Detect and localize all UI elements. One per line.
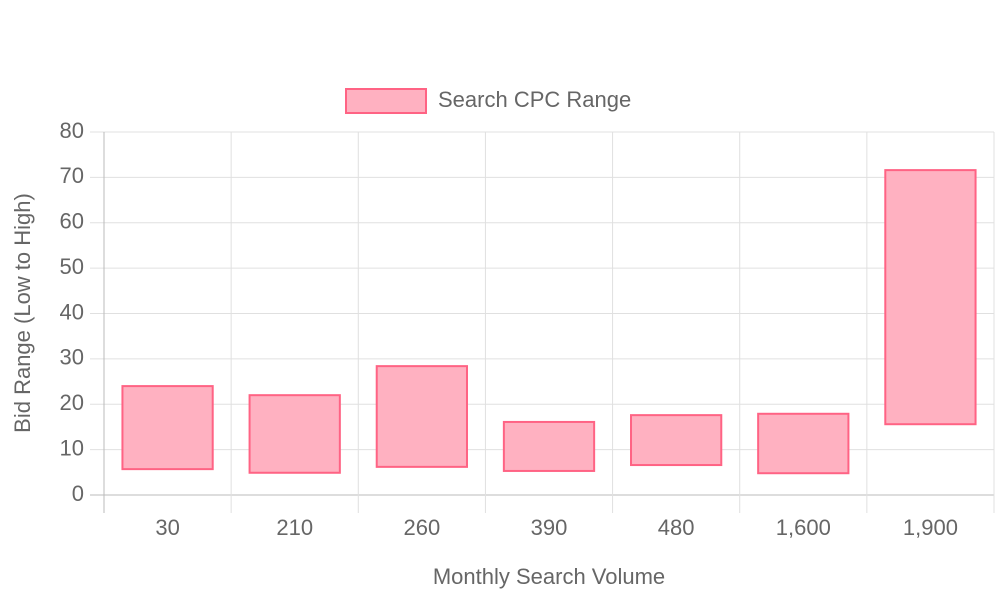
- y-tick-label: 30: [60, 345, 84, 370]
- y-axis-label: Bid Range (Low to High): [10, 193, 35, 433]
- y-tick-label: 50: [60, 254, 84, 279]
- bar: [757, 412, 850, 475]
- bar: [121, 385, 214, 471]
- x-tick-label: 260: [403, 515, 440, 540]
- bar: [248, 394, 341, 474]
- y-tick-label: 0: [72, 481, 84, 506]
- y-tick-label: 10: [60, 435, 84, 460]
- y-tick-label: 20: [60, 390, 84, 415]
- y-tick-label: 40: [60, 299, 84, 324]
- x-tick-label: 1,900: [903, 515, 958, 540]
- x-tick-label: 390: [531, 515, 568, 540]
- x-axis-label: Monthly Search Volume: [433, 564, 665, 589]
- x-tick-label: 30: [155, 515, 179, 540]
- bar: [884, 169, 977, 426]
- y-tick-label: 60: [60, 209, 84, 234]
- legend-label: Search CPC Range: [438, 87, 631, 112]
- y-tick-label: 70: [60, 163, 84, 188]
- x-tick-label: 210: [276, 515, 313, 540]
- legend-swatch: [345, 88, 427, 114]
- x-tick-label: 1,600: [776, 515, 831, 540]
- y-tick-label: 80: [60, 118, 84, 143]
- bar: [375, 365, 468, 468]
- bar: [630, 414, 723, 467]
- bar: [502, 420, 596, 472]
- x-tick-label: 480: [658, 515, 695, 540]
